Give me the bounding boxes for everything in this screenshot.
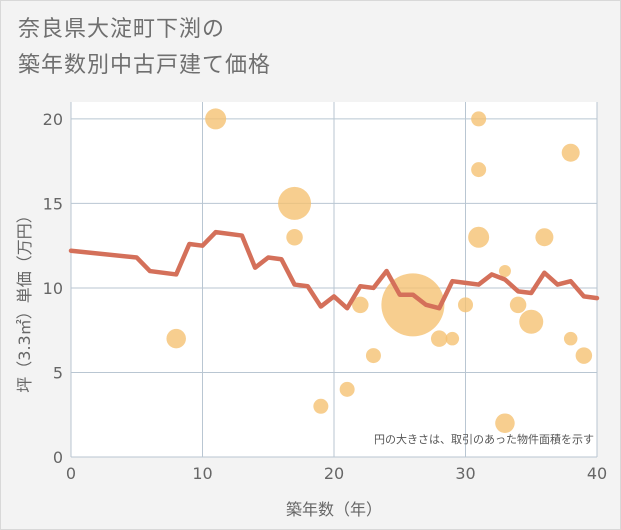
- bubble-point: [458, 297, 473, 313]
- y-tick-label: 15: [43, 194, 63, 213]
- trend-line: [68, 229, 600, 311]
- bubble-point: [471, 111, 487, 127]
- y-tick-label: 5: [53, 363, 63, 382]
- x-tick-label: 30: [455, 464, 475, 483]
- bubble-point: [519, 309, 544, 334]
- x-axis-label: 築年数（年）: [286, 500, 382, 519]
- bubble-point: [286, 228, 303, 246]
- bubble-point: [495, 413, 515, 433]
- y-tick-label: 20: [43, 110, 63, 129]
- bubble-point: [278, 186, 312, 220]
- x-tick-label: 40: [587, 464, 607, 483]
- bubble-point: [471, 162, 487, 178]
- chart-title: 奈良県大淀町下渕の 築年数別中古戸建て価格: [18, 12, 271, 84]
- bubble-point: [205, 108, 227, 130]
- title-line-2: 築年数別中古戸建て価格: [18, 53, 272, 78]
- grid: [70, 102, 598, 458]
- bubble-point: [563, 331, 578, 346]
- x-tick-label: 0: [66, 464, 76, 483]
- bubble-point: [352, 296, 369, 314]
- size-note: 円の大きさは、取引のあった物件面積を示す: [374, 432, 594, 446]
- axis-ticks: 0 10 20 30 40 0 5 10 15 20: [43, 110, 608, 483]
- bubble-point: [509, 296, 527, 314]
- y-tick-label: 0: [53, 448, 63, 467]
- bubble-point: [498, 265, 511, 278]
- x-tick-label: 10: [192, 464, 212, 483]
- title-line-1: 奈良県大淀町下渕の: [18, 17, 226, 42]
- bubble-point: [468, 226, 490, 248]
- bubble-point: [535, 228, 554, 247]
- x-tick-label: 20: [324, 464, 344, 483]
- y-axis-label: 坪（3.3㎡）単価（万円）: [15, 207, 34, 392]
- bubble-point: [575, 347, 593, 364]
- bubble-point: [365, 348, 381, 364]
- bubble-point: [445, 331, 460, 346]
- bubble-point: [313, 398, 329, 414]
- bubble-point: [561, 143, 580, 162]
- y-tick-label: 10: [43, 279, 63, 298]
- bubble-point: [430, 330, 448, 347]
- bubble-point: [339, 381, 355, 397]
- trend-series: [68, 229, 600, 311]
- bubble-point: [166, 328, 186, 349]
